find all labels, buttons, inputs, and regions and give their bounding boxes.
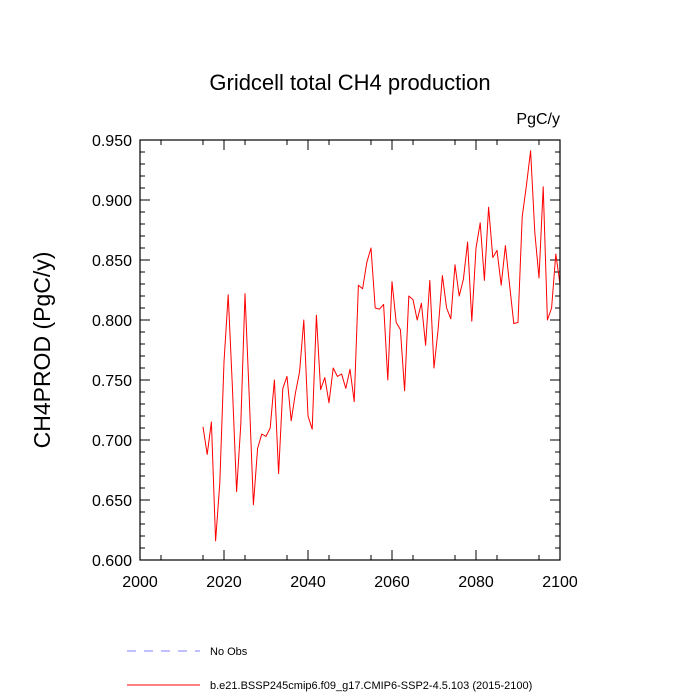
y-tick-label: 0.750 (92, 373, 132, 390)
chart-title: Gridcell total CH4 production (209, 70, 490, 95)
y-tick-label: 0.600 (92, 553, 132, 570)
x-tick-label: 2080 (458, 574, 494, 591)
x-tick-label: 2040 (290, 574, 326, 591)
units-label: PgC/y (516, 111, 560, 128)
x-tick-label: 2060 (374, 574, 410, 591)
x-tick-label: 2000 (122, 574, 158, 591)
legend-label-0: No Obs (210, 646, 248, 658)
x-tick-label: 2020 (206, 574, 242, 591)
axis-ticks: 2000 2020 2040 2060 2080 2100 0.600 0.650 0.700 0… (92, 133, 578, 591)
series-line-0 (202, 150, 561, 542)
plot-frame (139, 139, 561, 561)
y-tick-label: 0.650 (92, 493, 132, 510)
y-tick-label: 0.700 (92, 433, 132, 450)
plot-series (202, 150, 561, 542)
y-tick-label: 0.850 (92, 253, 132, 270)
y-tick-label: 0.950 (92, 133, 132, 150)
y-axis-label: CH4PROD (PgC/y) (29, 252, 55, 449)
x-tick-label: 2100 (542, 574, 578, 591)
legend-label-1: b.e21.BSSP245cmip6.f09_g17.CMIP6-SSP2-4.… (210, 680, 532, 692)
y-tick-label: 0.800 (92, 313, 132, 330)
legend: No Obs b.e21.BSSP245cmip6.f09_g17.CMIP6-S… (127, 646, 532, 692)
y-tick-label: 0.900 (92, 193, 132, 210)
